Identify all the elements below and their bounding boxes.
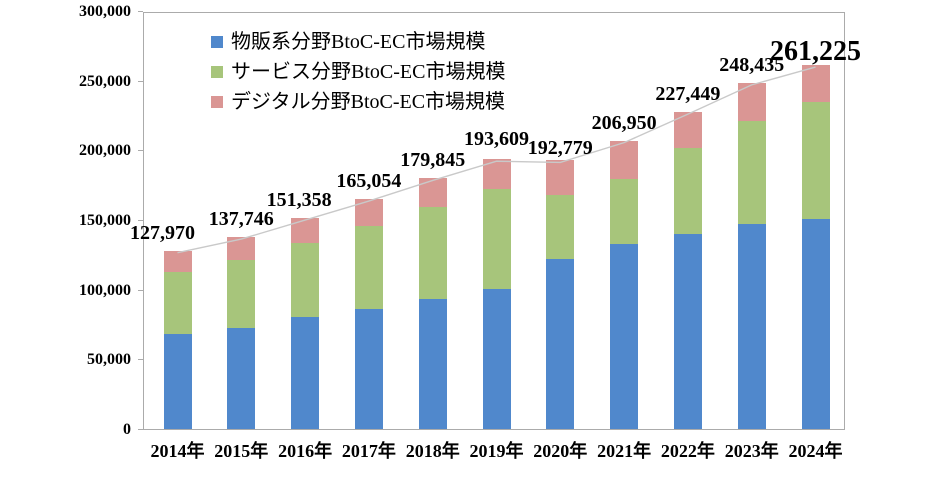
legend-item-digital: デジタル分野BtoC-EC市場規模 — [211, 87, 505, 117]
y-axis-tick — [138, 429, 143, 430]
total-label-2022年: 227,449 — [655, 83, 721, 106]
x-axis-label-2018年: 2018年 — [405, 441, 460, 461]
bar-2019年-segment-1 — [482, 189, 511, 289]
legend-item-service: サービス分野BtoC-EC市場規模 — [211, 57, 505, 87]
total-label-2017年: 165,054 — [336, 170, 402, 193]
bar-2022年-segment-0 — [673, 233, 702, 429]
bar-2021年-segment-1 — [610, 179, 639, 244]
bar-2015年-segment-2 — [227, 237, 256, 260]
bar-2016年-segment-0 — [291, 317, 320, 429]
bar-2024年-segment-1 — [801, 101, 830, 219]
x-axis-label-2020年: 2020年 — [533, 441, 588, 461]
y-axis-label: 250,000 — [79, 72, 131, 90]
bar-2022年-segment-2 — [673, 112, 702, 149]
x-axis-label-2017年: 2017年 — [341, 441, 396, 461]
bar-2017年-segment-2 — [354, 199, 383, 227]
x-axis-label-2015年: 2015年 — [214, 441, 269, 461]
bar-2020年-segment-2 — [546, 160, 575, 195]
bar-2014年-segment-0 — [163, 334, 192, 429]
y-axis-label: 150,000 — [79, 212, 131, 229]
legend-swatch-service-icon — [211, 66, 223, 78]
total-label-2015年: 137,746 — [208, 208, 274, 231]
legend-label-bussan: 物販系分野BtoC-EC市場規模 — [231, 31, 486, 53]
y-axis-tick — [138, 150, 143, 152]
y-axis-tick — [138, 289, 143, 291]
bar-2017年-segment-0 — [354, 309, 383, 429]
bar-2020年-segment-1 — [546, 194, 575, 259]
legend-label-service: サービス分野BtoC-EC市場規模 — [231, 61, 506, 83]
y-axis-label: 0 — [123, 421, 131, 438]
y-axis-tick — [138, 80, 143, 82]
legend-label-digital: デジタル分野BtoC-EC市場規模 — [231, 91, 506, 113]
legend-swatch-bussan-icon — [211, 36, 223, 48]
total-label-2024年: 261,225 — [770, 36, 861, 68]
bar-2024年-segment-2 — [801, 65, 830, 102]
bar-2019年-segment-2 — [482, 159, 511, 190]
bar-2016年-segment-1 — [291, 242, 320, 318]
bar-2023年-segment-1 — [737, 120, 766, 224]
bar-2021年-segment-0 — [610, 243, 639, 429]
legend-swatch-digital-icon — [211, 96, 223, 108]
total-label-2016年: 151,358 — [266, 189, 332, 212]
total-label-2021年: 206,950 — [591, 111, 657, 134]
x-axis-label-2023年: 2023年 — [724, 441, 779, 461]
bar-2021年-segment-2 — [610, 140, 639, 180]
y-axis-tick — [138, 11, 143, 12]
total-label-2023年: 248,435 — [719, 53, 785, 76]
x-axis-label-2016年: 2016年 — [278, 441, 333, 461]
bar-2015年-segment-1 — [227, 259, 256, 329]
bar-2016年-segment-2 — [291, 218, 320, 243]
x-axis-label-2021年: 2021年 — [597, 441, 652, 461]
bar-2023年-segment-2 — [737, 82, 766, 121]
y-axis-tick — [138, 359, 143, 361]
bar-2014年-segment-1 — [163, 271, 192, 335]
bar-2022年-segment-1 — [673, 148, 702, 234]
total-label-2020年: 192,779 — [527, 137, 593, 160]
x-axis-label-2022年: 2022年 — [660, 441, 715, 461]
bar-2018年-segment-1 — [418, 206, 447, 300]
x-axis-label-2024年: 2024年 — [788, 441, 843, 461]
bar-2015年-segment-0 — [227, 328, 256, 429]
total-label-2018年: 179,845 — [400, 149, 466, 172]
y-axis-tick — [138, 220, 143, 221]
bar-2014年-segment-2 — [163, 250, 192, 272]
y-axis-label: 200,000 — [79, 142, 131, 160]
bar-2018年-segment-2 — [418, 178, 447, 207]
x-axis-label-2014年: 2014年 — [150, 441, 205, 461]
plot-area — [143, 12, 845, 430]
y-axis-label: 300,000 — [79, 3, 131, 20]
x-axis-label-2019年: 2019年 — [469, 441, 524, 461]
legend-item-bussan: 物販系分野BtoC-EC市場規模 — [211, 27, 505, 57]
legend: 物販系分野BtoC-EC市場規模 サービス分野BtoC-EC市場規模 デジタル分… — [211, 27, 505, 117]
bar-2017年-segment-1 — [354, 226, 383, 310]
total-label-2019年: 193,609 — [464, 128, 529, 151]
total-label-2014年: 127,970 — [130, 221, 195, 244]
y-axis-label: 50,000 — [87, 351, 131, 369]
bar-2024年-segment-0 — [801, 218, 830, 429]
bar-2019年-segment-0 — [482, 288, 511, 429]
bar-2023年-segment-0 — [737, 223, 766, 429]
bar-2020年-segment-0 — [546, 258, 575, 429]
y-axis-label: 100,000 — [79, 281, 131, 299]
bar-2018年-segment-0 — [418, 299, 447, 429]
